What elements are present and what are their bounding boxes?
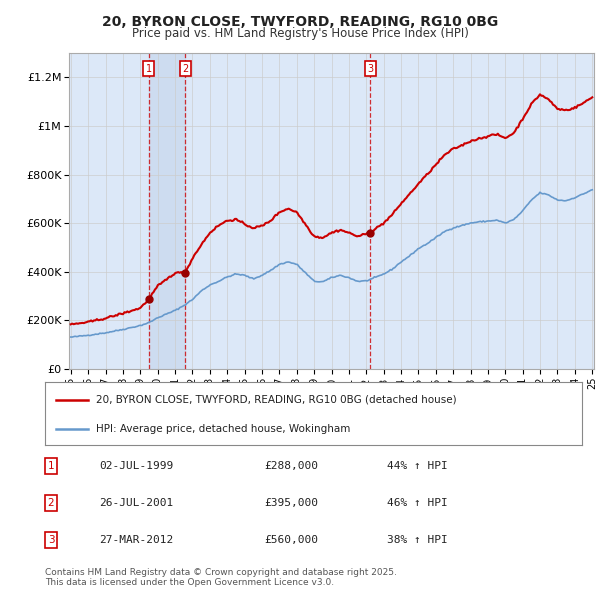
Text: Contains HM Land Registry data © Crown copyright and database right 2025.
This d: Contains HM Land Registry data © Crown c… [45,568,397,587]
Text: £288,000: £288,000 [264,461,318,471]
Text: 3: 3 [367,64,373,74]
Text: £560,000: £560,000 [264,535,318,545]
Text: 02-JUL-1999: 02-JUL-1999 [99,461,173,471]
Text: £395,000: £395,000 [264,498,318,507]
Text: 46% ↑ HPI: 46% ↑ HPI [387,498,448,507]
Text: 1: 1 [146,64,152,74]
Text: 1: 1 [47,461,55,471]
Text: 3: 3 [47,535,55,545]
Text: HPI: Average price, detached house, Wokingham: HPI: Average price, detached house, Woki… [96,424,350,434]
Text: 20, BYRON CLOSE, TWYFORD, READING, RG10 0BG: 20, BYRON CLOSE, TWYFORD, READING, RG10 … [102,15,498,29]
Text: 20, BYRON CLOSE, TWYFORD, READING, RG10 0BG (detached house): 20, BYRON CLOSE, TWYFORD, READING, RG10 … [96,395,457,405]
Bar [149,53,185,369]
Text: 2: 2 [47,498,55,507]
Text: 26-JUL-2001: 26-JUL-2001 [99,498,173,507]
Text: 38% ↑ HPI: 38% ↑ HPI [387,535,448,545]
Text: 27-MAR-2012: 27-MAR-2012 [99,535,173,545]
Text: Price paid vs. HM Land Registry's House Price Index (HPI): Price paid vs. HM Land Registry's House … [131,27,469,40]
Text: 2: 2 [182,64,188,74]
Text: 44% ↑ HPI: 44% ↑ HPI [387,461,448,471]
